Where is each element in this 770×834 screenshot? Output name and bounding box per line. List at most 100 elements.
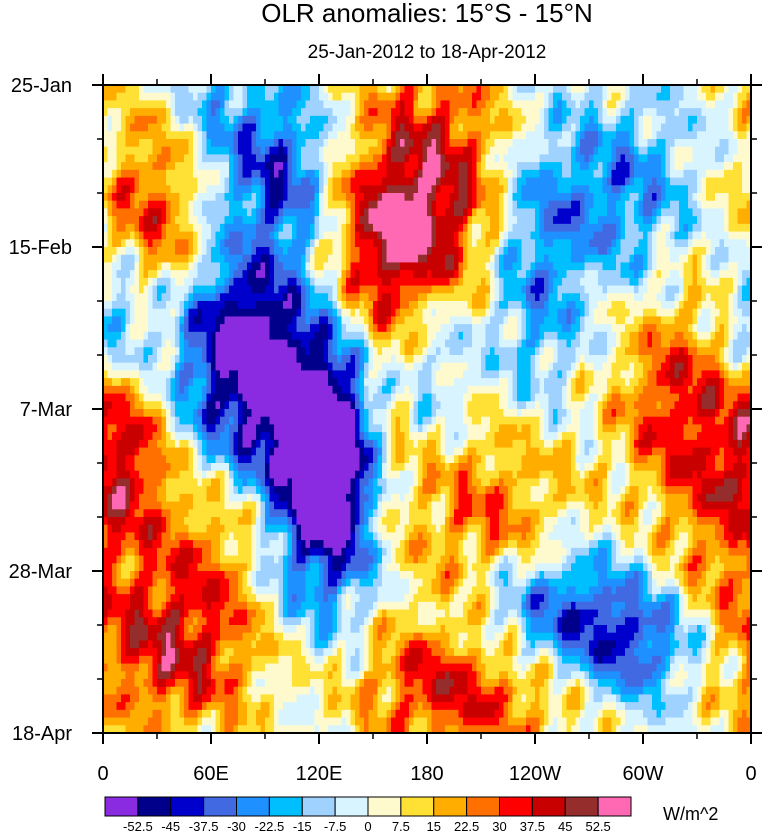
- heatmap-cell: [701, 223, 707, 233]
- heatmap-cell: [512, 324, 518, 333]
- heatmap-cell: [377, 339, 383, 348]
- heatmap-cell: [278, 123, 284, 132]
- heatmap-cell: [548, 316, 554, 325]
- heatmap-cell: [175, 270, 181, 279]
- heatmap-cell: [292, 85, 298, 94]
- heatmap-cell: [449, 108, 455, 117]
- heatmap-cell: [472, 231, 478, 240]
- heatmap-cell: [436, 208, 442, 217]
- heatmap-cell: [715, 200, 721, 210]
- heatmap-cell: [566, 131, 572, 140]
- heatmap-cell: [656, 193, 662, 202]
- heatmap-cell: [490, 331, 496, 341]
- heatmap-cell: [625, 223, 631, 233]
- heatmap-cell: [463, 200, 469, 210]
- heatmap-cell: [638, 169, 644, 179]
- heatmap-cell: [647, 331, 653, 341]
- heatmap-cell: [688, 139, 694, 148]
- heatmap-cell: [323, 277, 329, 287]
- heatmap-cell: [638, 123, 644, 132]
- heatmap-cell: [499, 247, 505, 256]
- heatmap-cell: [314, 262, 320, 271]
- heatmap-cell: [350, 154, 356, 163]
- heatmap-cell: [319, 301, 325, 310]
- heatmap-cell: [143, 162, 149, 171]
- heatmap-cell: [539, 270, 545, 279]
- heatmap-cell: [593, 331, 599, 341]
- heatmap-cell: [350, 331, 356, 341]
- heatmap-cell: [463, 301, 469, 310]
- heatmap-cell: [283, 208, 289, 217]
- heatmap-cell: [656, 316, 662, 325]
- heatmap-cell: [287, 115, 293, 125]
- heatmap-cell: [670, 324, 676, 333]
- heatmap-cell: [458, 216, 464, 225]
- heatmap-cell: [530, 146, 536, 156]
- heatmap-cell: [742, 316, 748, 325]
- heatmap-cell: [431, 223, 437, 233]
- heatmap-cell: [103, 100, 109, 109]
- heatmap-cell: [499, 308, 505, 318]
- heatmap-cell: [121, 162, 127, 171]
- heatmap-cell: [256, 193, 262, 202]
- heatmap-cell: [719, 169, 725, 179]
- heatmap-cell: [427, 285, 433, 294]
- heatmap-cell: [125, 339, 131, 348]
- heatmap-cell: [647, 208, 653, 217]
- heatmap-cell: [400, 123, 406, 132]
- heatmap-cell: [337, 339, 343, 348]
- heatmap-cell: [445, 169, 451, 179]
- heatmap-cell: [616, 285, 622, 294]
- heatmap-cell: [224, 146, 230, 156]
- heatmap-cell: [490, 231, 496, 240]
- heatmap-cell: [341, 108, 347, 117]
- heatmap-cell: [562, 285, 568, 294]
- heatmap-cell: [476, 177, 482, 186]
- heatmap-cell: [602, 123, 608, 132]
- heatmap-cell: [386, 277, 392, 287]
- heatmap-cell: [400, 231, 406, 240]
- heatmap-cell: [287, 339, 293, 348]
- heatmap-cell: [148, 92, 154, 102]
- heatmap-cell: [467, 162, 473, 171]
- heatmap-cell: [202, 231, 208, 240]
- heatmap-cell: [616, 254, 622, 264]
- heatmap-cell: [292, 193, 298, 202]
- heatmap-cell: [503, 262, 509, 271]
- heatmap-cell: [404, 285, 410, 294]
- heatmap-cell: [634, 270, 640, 279]
- heatmap-cell: [224, 216, 230, 225]
- heatmap-cell: [454, 92, 460, 102]
- heatmap-cell: [103, 231, 109, 240]
- heatmap-cell: [535, 293, 541, 302]
- heatmap-cell: [589, 270, 595, 279]
- heatmap-cell: [328, 239, 334, 248]
- heatmap-cell: [328, 277, 334, 287]
- heatmap-cell: [211, 200, 217, 210]
- heatmap-cell: [463, 324, 469, 333]
- heatmap-cell: [193, 92, 199, 102]
- heatmap-cell: [463, 208, 469, 217]
- heatmap-cell: [337, 223, 343, 233]
- heatmap-cell: [620, 185, 626, 194]
- heatmap-cell: [157, 85, 163, 94]
- heatmap-cell: [575, 324, 581, 333]
- heatmap-cell: [170, 301, 176, 310]
- heatmap-cell: [350, 277, 356, 287]
- heatmap-cell: [350, 208, 356, 217]
- heatmap-cell: [337, 216, 343, 225]
- heatmap-cell: [400, 223, 406, 233]
- heatmap-cell: [454, 339, 460, 348]
- heatmap-cell: [242, 85, 248, 94]
- heatmap-cell: [535, 301, 541, 310]
- heatmap-cell: [314, 239, 320, 248]
- heatmap-cell: [517, 339, 523, 348]
- heatmap-cell: [107, 208, 113, 217]
- heatmap-cell: [670, 339, 676, 348]
- heatmap-cell: [566, 185, 572, 194]
- heatmap-cell: [301, 347, 307, 356]
- heatmap-cell: [472, 293, 478, 302]
- heatmap-cell: [274, 216, 280, 225]
- heatmap-cell: [625, 85, 631, 94]
- heatmap-cell: [323, 247, 329, 256]
